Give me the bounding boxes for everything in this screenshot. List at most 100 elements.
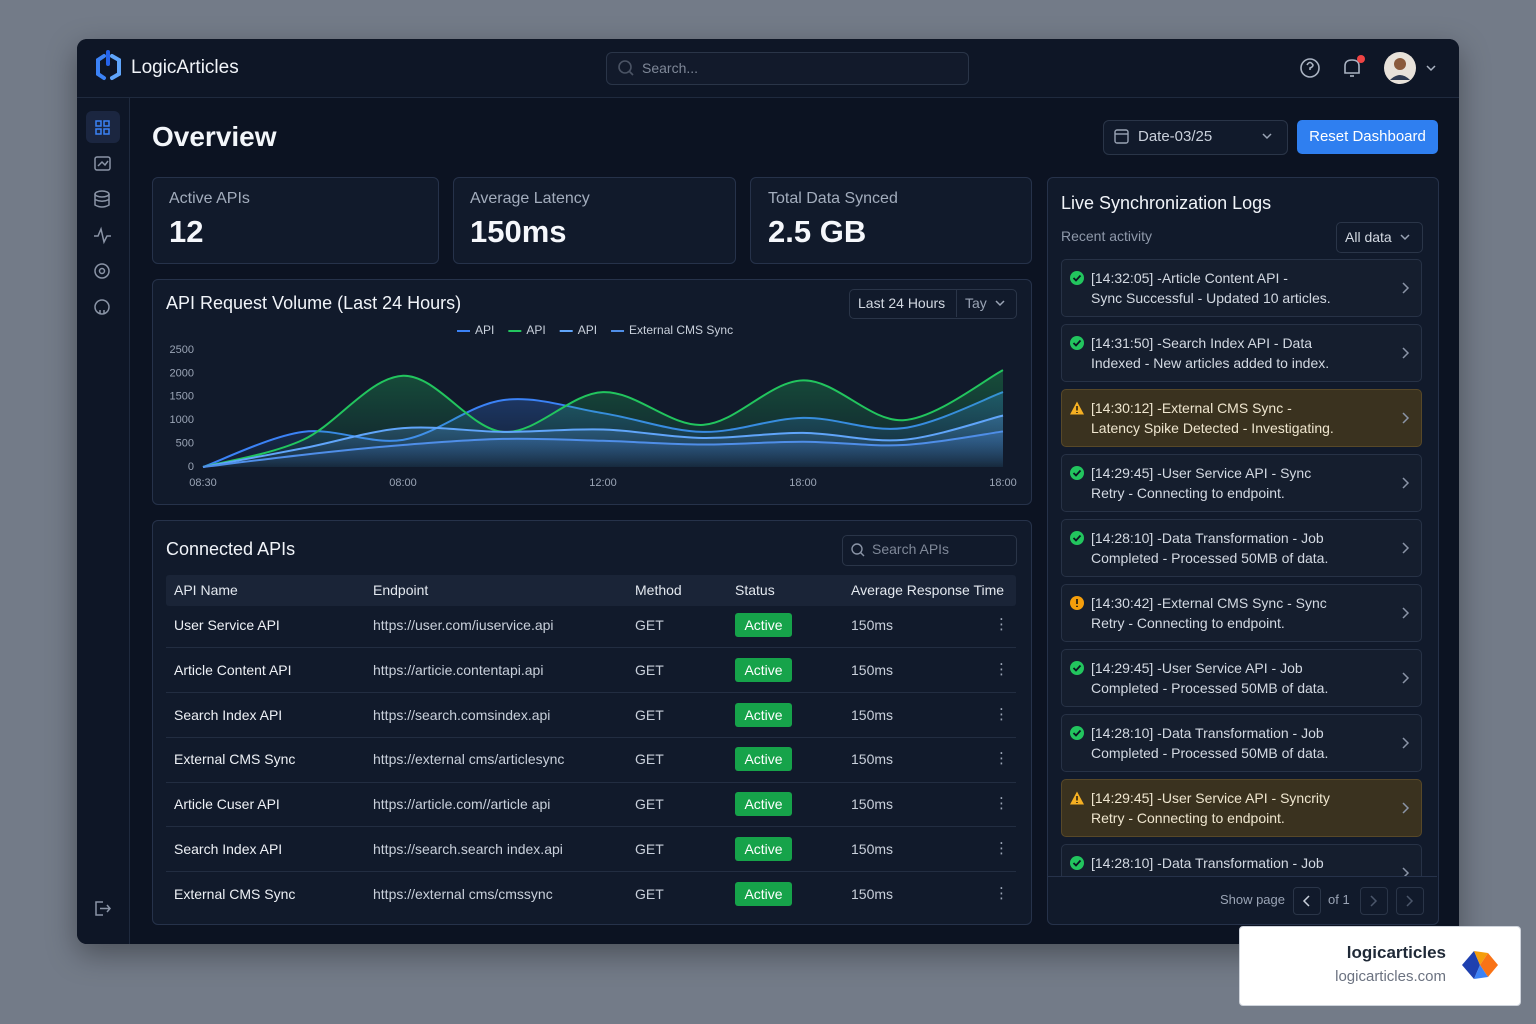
last-page[interactable] — [1396, 887, 1424, 915]
nav-github[interactable] — [94, 299, 110, 315]
log-entry[interactable]: [14:29:45] -User Service API - Job Comple… — [1061, 649, 1422, 707]
row-divider — [166, 781, 1016, 783]
log-text: Completed - Processed 50MB of data. — [1091, 680, 1329, 696]
nav-activity[interactable] — [94, 226, 111, 245]
range-selector[interactable] — [849, 289, 1017, 319]
log-status-icon — [1070, 466, 1084, 480]
log-list: [14:32:05] -Article Content API - Sync Su… — [1061, 259, 1422, 876]
cell: Article Content API — [174, 661, 292, 678]
range-option[interactable]: Tay — [965, 295, 987, 311]
log-chevron — [1402, 802, 1410, 814]
status-badge — [735, 613, 792, 637]
icon-check — [1072, 274, 1082, 282]
date-filter[interactable] — [1103, 120, 1288, 155]
nav-analytics[interactable] — [94, 156, 111, 171]
row-divider — [166, 692, 1016, 693]
log-text: [14:30:42] -External CMS Sync - Sync — [1091, 595, 1327, 611]
notification-icon[interactable] — [1344, 59, 1360, 77]
table-search[interactable] — [842, 535, 1017, 566]
next-page[interactable] — [1360, 887, 1388, 915]
log-entry[interactable]: [14:32:05] -Article Content API - Sync Su… — [1061, 259, 1422, 317]
reset-button[interactable] — [1297, 120, 1438, 154]
log-entry[interactable]: [14:29:45] -User Service API - Sync Retry… — [1061, 454, 1422, 512]
log-status-icon — [1070, 271, 1084, 285]
watermark-name: logicarticles — [1346, 943, 1446, 962]
log-text: [14:28:10] -Data Transformation - Job — [1091, 530, 1324, 546]
row-menu[interactable]: ⋮ — [994, 616, 1009, 633]
chevron — [1402, 802, 1410, 814]
log-text: [14:29:45] -User Service API - Sync — [1091, 465, 1312, 481]
row-menu[interactable]: ⋮ — [994, 839, 1009, 857]
avatar[interactable] — [1384, 52, 1416, 84]
watermark-logo — [1462, 951, 1498, 979]
log-text: Sync Successful - Updated 10 articles. — [1091, 290, 1331, 306]
status-label: Active — [744, 885, 783, 902]
brand-logo — [96, 50, 121, 80]
reset-button-label: Reset Dashboard — [1309, 128, 1426, 145]
log-entry[interactable]: [14:31:50] -Search Index API - Data Index… — [1061, 324, 1422, 382]
log-text: [14:31:50] -Search Index API - Data — [1091, 335, 1313, 351]
range-option[interactable]: Last 24 Hours — [858, 295, 946, 311]
kpi-card — [750, 177, 1032, 264]
avatar-chevron[interactable] — [1426, 65, 1436, 72]
nav-database[interactable] — [94, 190, 110, 208]
log-entry[interactable]: [14:28:10] -Data Transformation - Job Com… — [1061, 714, 1422, 772]
cell: GET — [635, 751, 664, 768]
log-entry[interactable]: [14:30:42] -External CMS Sync - Sync Retr… — [1061, 584, 1422, 642]
row-menu[interactable]: ⋮ — [994, 660, 1009, 678]
table-title: Connected APIs — [166, 539, 296, 559]
global-search[interactable] — [606, 52, 969, 85]
nav-settings[interactable] — [94, 263, 110, 279]
row-menu[interactable]: ⋮ — [994, 884, 1009, 902]
log-status-icon — [1070, 791, 1084, 805]
range-chevron — [995, 300, 1005, 307]
row-menu[interactable]: ⋮ — [994, 750, 1009, 768]
row-divider — [166, 871, 1016, 872]
logs-filter[interactable] — [1336, 222, 1423, 253]
cell: Search Index API — [174, 840, 283, 857]
chevron — [1402, 347, 1410, 359]
logs-filter-chevron — [1400, 234, 1410, 241]
log-entry[interactable]: [14:28:10] -Data Transformation - Job — [1061, 844, 1422, 876]
chevron — [1402, 607, 1410, 619]
chevron — [1402, 412, 1410, 424]
nav-logout[interactable] — [95, 901, 111, 916]
log-text: Retry - Connecting to endpoint. — [1091, 615, 1285, 631]
kpi-card — [453, 177, 736, 264]
cell: 150ms — [851, 796, 894, 812]
row-menu[interactable]: ⋮ — [994, 795, 1009, 812]
row-divider — [166, 736, 1016, 738]
log-entry[interactable]: [14:28:10] -Data Transformation - Job Com… — [1061, 519, 1422, 577]
cell: Article Cuser API — [174, 796, 280, 812]
icon-circle — [1070, 726, 1084, 740]
icon-circle — [1070, 661, 1084, 675]
cell: GET — [635, 706, 664, 723]
cell: https://user.com/iuservice.api — [373, 617, 554, 633]
status-label: Active — [744, 661, 783, 678]
help-icon[interactable] — [1300, 58, 1320, 78]
chevron — [1402, 542, 1410, 554]
icon-check — [1072, 729, 1082, 737]
watermark-url: logicarticles.com — [1335, 968, 1446, 985]
log-text: [14:30:12] -External CMS Sync - — [1091, 400, 1292, 416]
log-entry[interactable]: [14:29:45] -User Service API - Syncrity R… — [1061, 779, 1422, 837]
icon-circle — [1070, 856, 1084, 870]
log-text: [14:29:45] -User Service API - Syncrity — [1091, 790, 1330, 806]
log-entry[interactable]: [14:30:12] -External CMS Sync - Latency S… — [1061, 389, 1422, 447]
kpi-value: 2.5 GB — [768, 214, 867, 249]
nav-dashboard[interactable] — [95, 120, 110, 135]
status-badge — [735, 702, 792, 727]
logs-filter-label: All data — [1345, 229, 1392, 245]
kpi-label: Active APIs — [169, 190, 250, 207]
table-search-placeholder: Search APIs — [872, 541, 950, 557]
row-menu[interactable]: ⋮ — [994, 705, 1009, 723]
notification-dot — [1357, 55, 1365, 63]
log-status-icon — [1070, 596, 1084, 610]
prev-page[interactable] — [1293, 887, 1321, 915]
column-header: Average Response Time — [851, 582, 1005, 598]
icon-check — [1072, 469, 1082, 477]
log-text: [14:28:10] -Data Transformation - Job — [1091, 855, 1324, 871]
cell: 150ms — [851, 885, 894, 902]
log-chevron — [1402, 672, 1410, 684]
log-chevron — [1402, 282, 1410, 294]
